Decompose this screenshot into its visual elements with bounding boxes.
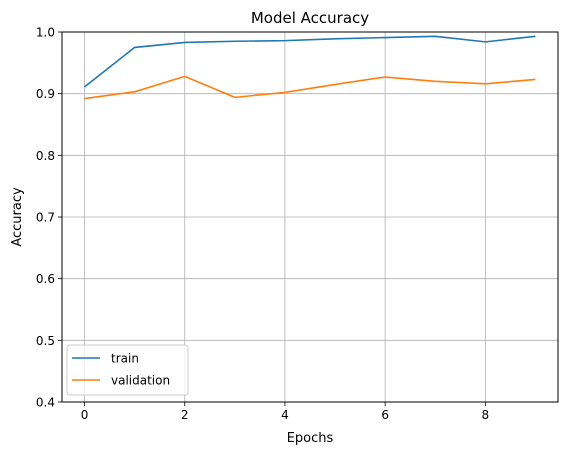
series-line-train	[84, 35, 536, 88]
chart-title: Model Accuracy	[251, 9, 369, 27]
y-tick-label: 0.5	[36, 334, 55, 348]
series-lines	[84, 35, 536, 100]
x-tick-label: 2	[181, 408, 189, 422]
x-axis-label: Epochs	[287, 431, 334, 446]
y-tick-label: 0.9	[36, 87, 55, 101]
x-tick-label: 0	[81, 408, 89, 422]
y-tick-label: 0.8	[36, 149, 55, 163]
legend: train validation	[66, 344, 189, 396]
x-tick-label: 4	[281, 408, 289, 422]
legend-label-train: train	[111, 352, 139, 366]
legend-label-validation: validation	[111, 374, 170, 388]
y-tick-label: 0.4	[36, 396, 55, 410]
y-tick-label: 0.6	[36, 272, 55, 286]
axis-ticks: 0 2 4 6 8 0.4 0.5 0.6 0.7 0.8 0.9 1.0	[36, 26, 489, 423]
y-axis-label: Accuracy	[10, 187, 25, 247]
x-tick-label: 6	[381, 408, 389, 422]
x-tick-label: 8	[482, 408, 490, 422]
y-tick-label: 0.7	[36, 211, 55, 225]
y-tick-label: 1.0	[36, 26, 55, 40]
series-line-validation	[84, 75, 536, 100]
